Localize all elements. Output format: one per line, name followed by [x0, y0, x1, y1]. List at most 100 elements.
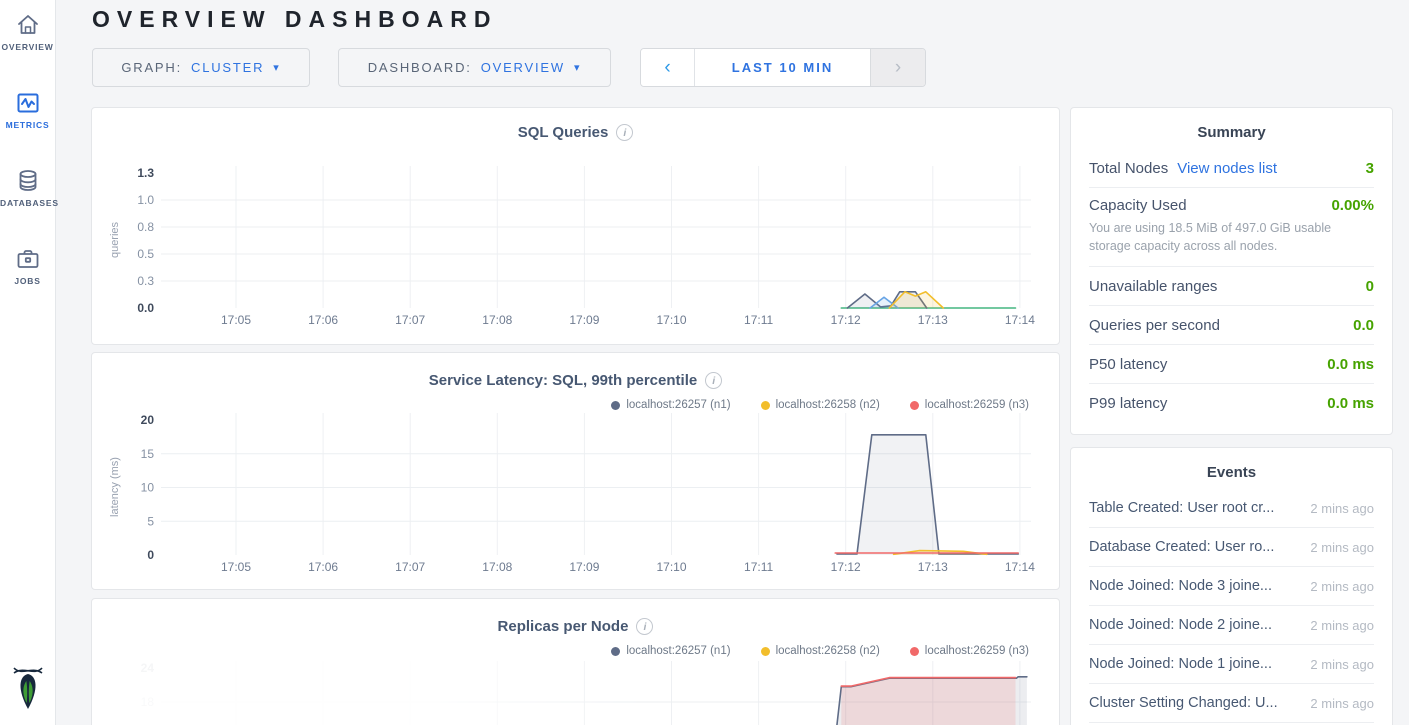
svg-text:17:06: 17:06 — [308, 313, 338, 327]
svg-text:0: 0 — [147, 548, 154, 562]
summary-row-value: 3 — [1365, 159, 1374, 177]
event-time: 2 mins ago — [1310, 578, 1374, 594]
event-row: Node Joined: Node 2 joine... 2 mins ago — [1089, 606, 1374, 645]
svg-text:17:07: 17:07 — [395, 313, 425, 327]
time-window-control: ‹ LAST 10 MIN › — [640, 48, 926, 87]
sidebar: OVERVIEW METRICS DATABASES — [0, 0, 59, 725]
sidebar-item-databases[interactable]: DATABASES — [0, 156, 59, 234]
svg-text:17:11: 17:11 — [744, 313, 773, 327]
summary-panel-title: Summary — [1197, 124, 1266, 141]
svg-text:17:06: 17:06 — [308, 560, 338, 574]
legend-item[interactable]: localhost:26257 (n1) — [611, 399, 731, 411]
legend-item[interactable]: localhost:26259 (n3) — [909, 645, 1029, 657]
service-latency-chart-card: Service Latency: SQL, 99th percentile i … — [91, 352, 1060, 590]
event-time: 2 mins ago — [1310, 695, 1374, 711]
legend-label: localhost:26258 (n2) — [775, 399, 880, 411]
info-icon[interactable]: i — [636, 618, 654, 635]
svg-text:0.0: 0.0 — [137, 301, 154, 315]
capacity-used-subtext: You are using 18.5 MiB of 497.0 GiB usab… — [1089, 221, 1332, 254]
summary-row-capacity-used: Capacity Used 0.00% You are using 18.5 M… — [1089, 188, 1374, 268]
event-text[interactable]: Node Joined: Node 1 joine... — [1089, 656, 1272, 672]
svg-text:20: 20 — [141, 413, 155, 427]
chart-title: Replicas per Node — [497, 618, 629, 635]
legend-dot-icon — [909, 646, 919, 656]
legend-item[interactable]: localhost:26258 (n2) — [760, 399, 880, 411]
svg-text:17:12: 17:12 — [831, 560, 861, 574]
event-text[interactable]: Database Created: User ro... — [1089, 539, 1275, 555]
chevron-down-icon: ▾ — [273, 62, 281, 74]
sidebar-item-label: OVERVIEW — [1, 42, 54, 52]
svg-text:queries: queries — [109, 221, 121, 258]
home-icon — [0, 12, 55, 40]
event-time: 2 mins ago — [1310, 539, 1374, 555]
view-nodes-list-link[interactable]: View nodes list — [1177, 159, 1277, 177]
legend-item[interactable]: localhost:26259 (n3) — [909, 399, 1029, 411]
sidebar-item-metrics[interactable]: METRICS — [0, 78, 55, 156]
legend-item[interactable]: localhost:26257 (n1) — [611, 645, 731, 657]
legend-dot-icon — [611, 646, 621, 656]
chevron-down-icon: ▾ — [573, 62, 582, 74]
summary-row-total-nodes: Total Nodes View nodes list 3 — [1089, 149, 1374, 188]
time-next-button[interactable]: › — [870, 49, 925, 86]
summary-row-value: 0.0 — [1353, 316, 1374, 334]
info-icon[interactable]: i — [616, 124, 634, 141]
cockroachdb-logo[interactable] — [0, 664, 56, 717]
event-text[interactable]: Node Joined: Node 2 joine... — [1089, 617, 1272, 633]
svg-text:latency (ms): latency (ms) — [109, 457, 121, 517]
summary-row-p99-latency: P99 latency 0.0 ms — [1089, 384, 1374, 423]
svg-text:17:14: 17:14 — [1005, 560, 1035, 574]
replicas-per-node-chart-card: Replicas per Node i localhost:26257 (n1)… — [91, 598, 1060, 725]
legend-label: localhost:26259 (n3) — [924, 645, 1029, 657]
svg-text:17:10: 17:10 — [656, 313, 686, 327]
graph-dropdown[interactable]: GRAPH: CLUSTER ▾ — [92, 48, 310, 87]
svg-text:17:13: 17:13 — [918, 560, 948, 574]
info-icon[interactable]: i — [705, 372, 723, 389]
sidebar-item-overview[interactable]: OVERVIEW — [0, 0, 55, 78]
briefcase-icon — [0, 246, 55, 274]
time-window-label[interactable]: LAST 10 MIN — [731, 60, 834, 75]
sql-queries-chart[interactable]: 17:05 17:06 17:07 17:08 17:09 17:10 17:11 17:12… — [92, 108, 1061, 351]
event-time: 2 mins ago — [1310, 656, 1374, 672]
svg-text:10: 10 — [141, 481, 155, 495]
legend-item[interactable]: localhost:26258 (n2) — [760, 645, 880, 657]
event-text[interactable]: Node Joined: Node 3 joine... — [1089, 578, 1272, 594]
time-prev-button[interactable]: ‹ — [641, 49, 695, 86]
legend-dot-icon — [909, 400, 919, 410]
summary-row-value: 0.00% — [1331, 197, 1374, 214]
chart-title: Service Latency: SQL, 99th percentile — [428, 372, 698, 389]
sidebar-item-jobs[interactable]: JOBS — [0, 234, 55, 312]
legend-label: localhost:26257 (n1) — [626, 645, 731, 657]
summary-row-unavailable-ranges: Unavailable ranges 0 — [1089, 267, 1374, 307]
summary-panel: Summary Total Nodes View nodes list 3 Ca… — [1070, 107, 1393, 435]
svg-text:17:09: 17:09 — [569, 560, 599, 574]
page-title: OVERVIEW DASHBOARD — [92, 6, 498, 32]
sql-queries-chart-card: SQL Queries i 17:05 17:06 17:07 17:08 17:09 1… — [91, 107, 1060, 345]
svg-text:1.0: 1.0 — [137, 193, 154, 207]
sidebar-item-label: DATABASES — [0, 198, 59, 208]
dashboard-dropdown[interactable]: DASHBOARD: OVERVIEW ▾ — [338, 48, 611, 87]
event-row: Node Joined: Node 1 joine... 2 mins ago — [1089, 645, 1374, 684]
event-time: 2 mins ago — [1310, 617, 1374, 633]
summary-row-label: Total Nodes — [1089, 159, 1169, 177]
metrics-icon — [0, 90, 55, 118]
event-text[interactable]: Cluster Setting Changed: U... — [1089, 695, 1278, 711]
legend-dot-icon — [760, 646, 770, 656]
event-row: Table Created: User root cr... 2 mins ag… — [1089, 489, 1374, 528]
event-text[interactable]: Table Created: User root cr... — [1089, 500, 1275, 516]
summary-row-value: 0.0 ms — [1327, 395, 1374, 413]
dashboard-dropdown-label: DASHBOARD: — [367, 60, 472, 75]
legend-label: localhost:26259 (n3) — [924, 399, 1029, 411]
service-latency-chart[interactable]: 17:05 17:06 17:07 17:08 17:09 17:10 17:11 17:12… — [92, 353, 1061, 596]
event-row: Database Created: User ro... 2 mins ago — [1089, 528, 1374, 567]
svg-text:17:10: 17:10 — [656, 560, 686, 574]
database-icon — [0, 168, 55, 196]
svg-text:17:13: 17:13 — [918, 313, 948, 327]
svg-text:17:08: 17:08 — [482, 560, 512, 574]
sidebar-item-label: METRICS — [5, 120, 50, 130]
svg-text:17:08: 17:08 — [482, 313, 512, 327]
summary-row-label: P50 latency — [1089, 355, 1168, 373]
svg-text:15: 15 — [141, 447, 155, 461]
svg-text:17:12: 17:12 — [831, 313, 861, 327]
svg-text:0.8: 0.8 — [137, 220, 154, 234]
